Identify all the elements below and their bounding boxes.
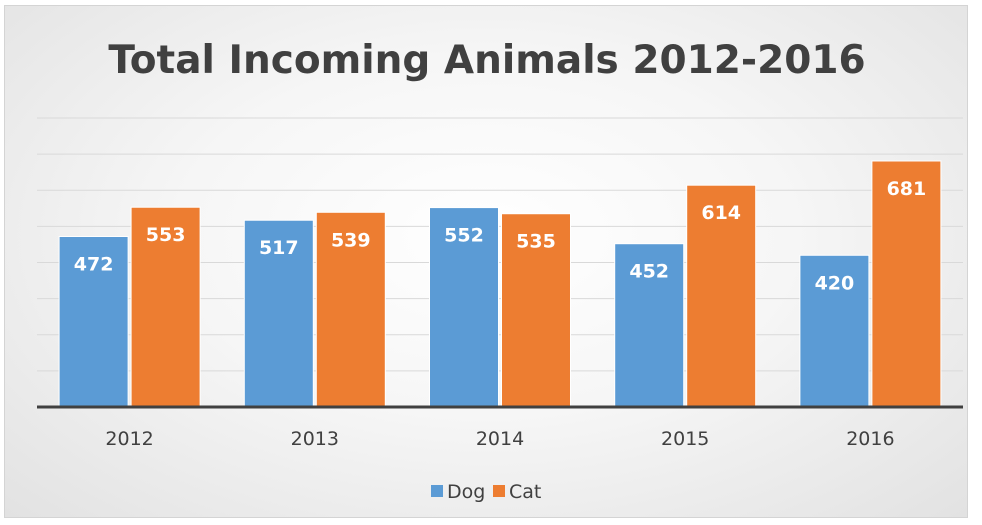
data-label-cat-2016: 681 (887, 178, 927, 200)
x-tick-label-2013: 2013 (291, 428, 339, 450)
data-label-dog-2012: 472 (74, 253, 114, 275)
bars (58, 160, 942, 408)
data-label-dog-2014: 552 (444, 225, 484, 247)
bar-dog-2012 (58, 235, 129, 408)
legend-swatch-dog (431, 485, 443, 497)
chart-title: Total Incoming Animals 2012-2016 (108, 38, 865, 83)
legend-label-cat: Cat (509, 481, 541, 503)
legend: Dog Cat (431, 481, 541, 503)
legend-swatch-cat (493, 485, 505, 497)
x-tick-label-2015: 2015 (661, 428, 709, 450)
bar-dog-2013 (243, 219, 314, 408)
x-axis-ticks: 2012 2013 2014 2015 2016 (105, 428, 894, 450)
bar-dog-2015 (614, 243, 685, 408)
data-label-dog-2013: 517 (259, 237, 299, 259)
data-label-cat-2013: 539 (331, 229, 371, 251)
legend-label-dog: Dog (447, 481, 485, 503)
x-tick-label-2014: 2014 (476, 428, 524, 450)
data-label-dog-2015: 452 (629, 261, 669, 283)
chart-area: 472 553 517 539 552 535 452 614 420 681 2012 2013 2… (4, 5, 968, 518)
data-label-cat-2012: 553 (146, 224, 186, 246)
bar-cat-2013 (315, 211, 386, 408)
data-label-dog-2016: 420 (815, 272, 855, 294)
x-tick-label-2012: 2012 (105, 428, 153, 450)
x-tick-label-2016: 2016 (846, 428, 894, 450)
bar-cat-2016 (871, 160, 942, 408)
bar-cat-2014 (501, 213, 571, 408)
bar-cat-2015 (686, 184, 757, 408)
data-labels: 472 553 517 539 552 535 452 614 420 681 (74, 178, 926, 294)
data-label-cat-2015: 614 (701, 202, 741, 224)
bar-cat-2012 (130, 206, 201, 408)
data-label-cat-2014: 535 (516, 231, 556, 253)
bar-dog-2014 (429, 207, 499, 408)
